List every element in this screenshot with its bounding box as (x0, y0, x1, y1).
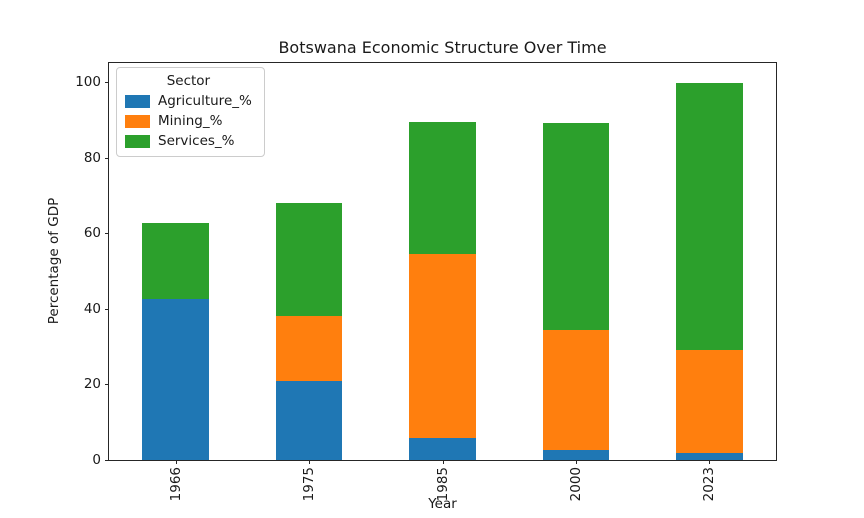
plot-area: 1966 1975 1985 2000 2023 0 20 40 60 80 100 Sector … (75, 62, 777, 501)
chart-title: Botswana Economic Structure Over Time (278, 38, 607, 57)
bar-segment-services-2023 (675, 83, 743, 350)
y-tick-label: 80 (83, 149, 101, 166)
bar-segment-agriculture-2023 (675, 452, 743, 460)
bar-segment-agriculture-2000 (542, 450, 610, 460)
x-tick (442, 460, 444, 464)
legend-label-agriculture: Agriculture_% (158, 93, 252, 109)
legend-title: Sector (166, 73, 211, 89)
legend-label-services: Services_% (158, 133, 235, 149)
x-axis-label: Year (428, 496, 457, 512)
bar-segment-services-1985 (409, 121, 476, 254)
y-tick-label: 60 (83, 225, 101, 242)
legend-swatch-mining-icon (125, 114, 150, 128)
x-tick (309, 460, 311, 464)
bars-layer (109, 63, 776, 460)
bar-segment-services-2000 (542, 123, 610, 331)
y-tick-label: 0 (92, 452, 101, 468)
legend-swatch-services-icon (125, 134, 150, 148)
bar-segment-agriculture-1975 (275, 380, 343, 460)
y-tick (105, 384, 109, 386)
bar-segment-services-1975 (275, 202, 343, 316)
y-tick (105, 233, 109, 235)
legend-label-mining: Mining_% (158, 113, 223, 129)
bar-segment-mining-2023 (675, 349, 743, 453)
x-tick (175, 460, 177, 464)
ticks-layer: 1966 1975 1985 2000 2023 0 20 40 60 80 100 (75, 63, 776, 501)
y-tick-label: 40 (83, 300, 101, 317)
x-tick (575, 460, 577, 464)
bar-segment-mining-1975 (275, 315, 343, 381)
bar-segment-agriculture-1966 (142, 298, 210, 460)
y-tick-label: 20 (83, 376, 101, 393)
y-tick (105, 308, 109, 310)
legend-item-services: Services_% (125, 133, 252, 149)
x-tick (709, 460, 711, 464)
bar-segment-mining-2000 (542, 330, 610, 451)
y-axis-label: Percentage of GDP (46, 197, 62, 325)
legend: Sector Agriculture_% Mining_% Services_% (116, 67, 265, 157)
y-tick (105, 157, 109, 159)
legend-item-mining: Mining_% (125, 113, 252, 129)
bar-segment-services-1966 (142, 222, 210, 299)
bar-segment-mining-1985 (409, 253, 476, 439)
legend-item-agriculture: Agriculture_% (125, 93, 252, 109)
y-tick (105, 81, 109, 83)
y-tick (105, 460, 109, 461)
legend-swatch-agriculture-icon (125, 94, 150, 108)
bar-segment-agriculture-1985 (409, 438, 476, 460)
y-tick-label: 100 (75, 73, 101, 90)
